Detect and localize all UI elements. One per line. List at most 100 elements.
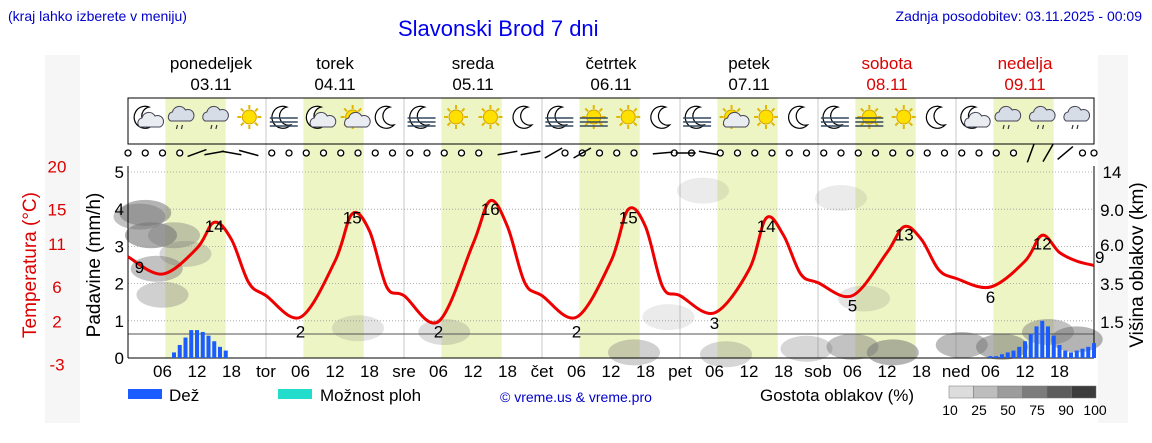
sun-cloud-icon: [340, 105, 371, 129]
day-date: 07.11: [728, 75, 769, 94]
rain-bar: [1051, 335, 1056, 358]
rain-bar: [988, 356, 993, 358]
location-menu-hint[interactable]: (kraj lahko izberete v meniju): [8, 8, 187, 24]
credit-link: © vreme.us & vreme.pro: [500, 389, 652, 405]
max-temp-label: 14: [757, 217, 776, 236]
x-tick-label: 12: [740, 362, 759, 381]
calm-wind-marker: [889, 149, 897, 157]
legend: Dež Možnost ploh © vreme.us & vreme.pro Gos…: [128, 385, 1107, 418]
cloud-rain-icon: [1063, 105, 1091, 130]
sun-icon: [891, 105, 916, 129]
cloud-density-title: Gostota oblakov (%): [760, 386, 914, 405]
moon-fog-icon: [407, 105, 436, 129]
x-tick-label: sob: [804, 362, 831, 381]
max-temp-label: 14: [205, 217, 224, 236]
end-temp-label: 9: [1095, 248, 1104, 267]
rain-bar: [1092, 343, 1096, 358]
rain-bar: [1011, 350, 1016, 358]
max-temp-label: 16: [481, 200, 500, 219]
rain-bar: [994, 356, 999, 358]
temp-axis-title: Temperatura (°C): [20, 192, 41, 338]
grid-lines: [127, 97, 1095, 359]
wind-arrow: [520, 150, 541, 156]
day-name: četrtek: [585, 54, 637, 73]
cloud-rain-icon: [994, 105, 1022, 130]
x-tick-label: sre: [392, 362, 416, 381]
right-gutter: [1098, 55, 1128, 423]
calm-wind-marker: [440, 149, 448, 157]
calm-wind-marker: [940, 149, 949, 157]
min-temp-label: 2: [434, 322, 443, 341]
rain-bar: [1040, 320, 1045, 358]
rain-bar: [1034, 326, 1039, 358]
sun-icon: [444, 105, 468, 129]
moon-icon: [650, 105, 672, 129]
cloud-density-value: 90: [1058, 402, 1074, 418]
last-updated: Zadnja posodobitev: 03.11.2025 - 00:09: [895, 8, 1142, 24]
rain-bar: [172, 352, 176, 358]
rain-bar: [218, 346, 222, 358]
cloud-density-swatch: [1022, 385, 1048, 399]
cloud-density-value: 25: [971, 402, 987, 418]
rain-bar: [200, 331, 205, 358]
x-tick-label: 06: [291, 362, 310, 381]
x-tick-label: 06: [981, 362, 1000, 381]
day-date: 04.11: [314, 75, 355, 94]
x-tick-label: 06: [705, 362, 724, 381]
moon-cloud-icon: [960, 105, 991, 129]
x-tick-label: 12: [188, 362, 207, 381]
cloud-density-patch: [332, 315, 384, 342]
x-tick-label: 12: [878, 362, 897, 381]
cloud-density-patch: [935, 331, 988, 358]
legend-rain-swatch: [128, 389, 162, 399]
page-title: Slavonski Brod 7 dni: [398, 16, 599, 41]
day-labels: ponedeljek 03.11 torek 04.11 sreda 05.11 četrt…: [170, 54, 1053, 94]
calm-wind-marker: [871, 149, 880, 157]
calm-wind-marker: [561, 149, 569, 157]
cloud-density-patch: [119, 199, 172, 226]
wind-arrow: [1042, 143, 1054, 163]
left-gutter: [45, 55, 80, 423]
temp-tick-label: 11: [48, 235, 66, 254]
wind-row: [124, 143, 1098, 163]
legend-rain-label: Dež: [169, 386, 199, 405]
calm-wind-marker: [854, 149, 862, 157]
x-tick-label: 12: [464, 362, 483, 381]
temperature-labels: 9 2 2 2 3 5 6 14 15 16 15 14 13 12 9: [135, 200, 1105, 342]
calm-wind-marker: [716, 149, 724, 157]
cloud-density-patch: [826, 333, 879, 360]
cloud-density-patch: [159, 240, 212, 267]
rain-bar: [1028, 333, 1033, 358]
min-temp-label: 9: [135, 258, 144, 277]
calm-wind-marker: [1009, 149, 1018, 157]
precip-tick-label: 0: [115, 349, 124, 368]
calm-wind-marker: [1078, 149, 1087, 157]
precip-tick-label: 3: [115, 237, 124, 256]
precip-tick-label: 2: [115, 275, 124, 294]
moon-fog-icon: [545, 105, 574, 129]
moon-cloud-icon: [305, 105, 337, 129]
calm-wind-marker: [388, 149, 397, 157]
rain-bar: [1063, 350, 1068, 358]
cloud-density-swatch: [973, 385, 999, 399]
wind-arrow: [204, 150, 225, 156]
calm-wind-marker: [923, 149, 931, 157]
daylight-band: [441, 98, 502, 358]
cloud-density-patch: [148, 222, 200, 249]
calm-wind-marker: [337, 149, 345, 157]
cloud-density-patch: [642, 304, 695, 331]
cloud-density-patch: [1050, 326, 1103, 353]
min-temp-label: 2: [296, 322, 305, 341]
legend-storm-swatch: [278, 389, 312, 399]
calm-wind-marker: [285, 149, 293, 157]
calm-wind-marker: [141, 149, 149, 157]
rain-bar: [189, 330, 194, 358]
x-tick-label: čet: [531, 362, 554, 381]
day-name: nedelja: [998, 54, 1053, 73]
temperature-curve: [127, 198, 1095, 325]
wind-arrow: [187, 148, 207, 158]
wind-arrow: [573, 147, 592, 159]
wind-arrow: [221, 150, 242, 156]
cloud-density-swatch: [1046, 385, 1072, 399]
